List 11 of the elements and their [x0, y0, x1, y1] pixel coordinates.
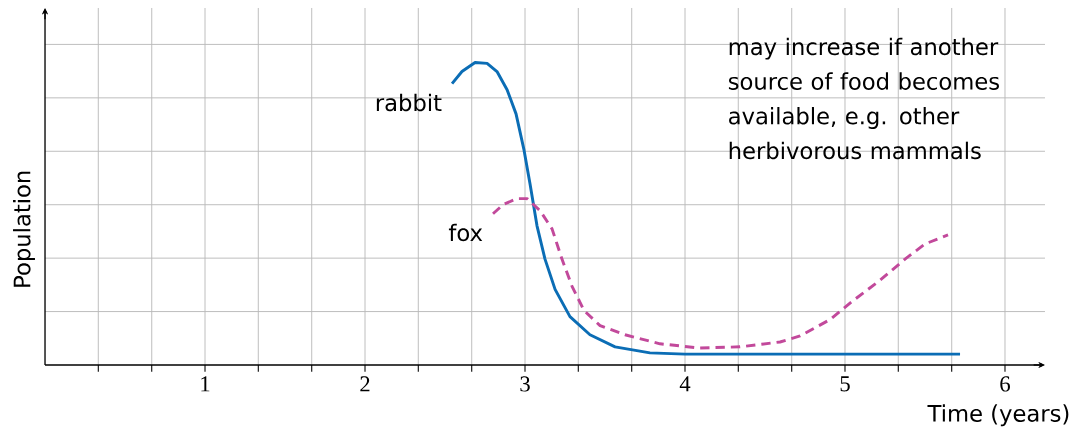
series-label: fox	[448, 223, 483, 242]
x-tick-label: 4	[679, 376, 691, 392]
x-tick-label: 2	[360, 376, 370, 392]
x-tick-label: 3	[520, 376, 530, 392]
x-axis-title: Time (years)	[927, 404, 1069, 427]
annotation: may increase if another source of food becomes available, e.g. other herbivorous mammals	[728, 37, 999, 160]
series-label: rabbit	[376, 93, 442, 112]
x-tick-label: 5	[840, 376, 850, 392]
y-axis-title: Population	[13, 171, 35, 287]
x-tick-label: 1	[201, 376, 210, 392]
x-tick-label: 6	[1000, 376, 1010, 392]
